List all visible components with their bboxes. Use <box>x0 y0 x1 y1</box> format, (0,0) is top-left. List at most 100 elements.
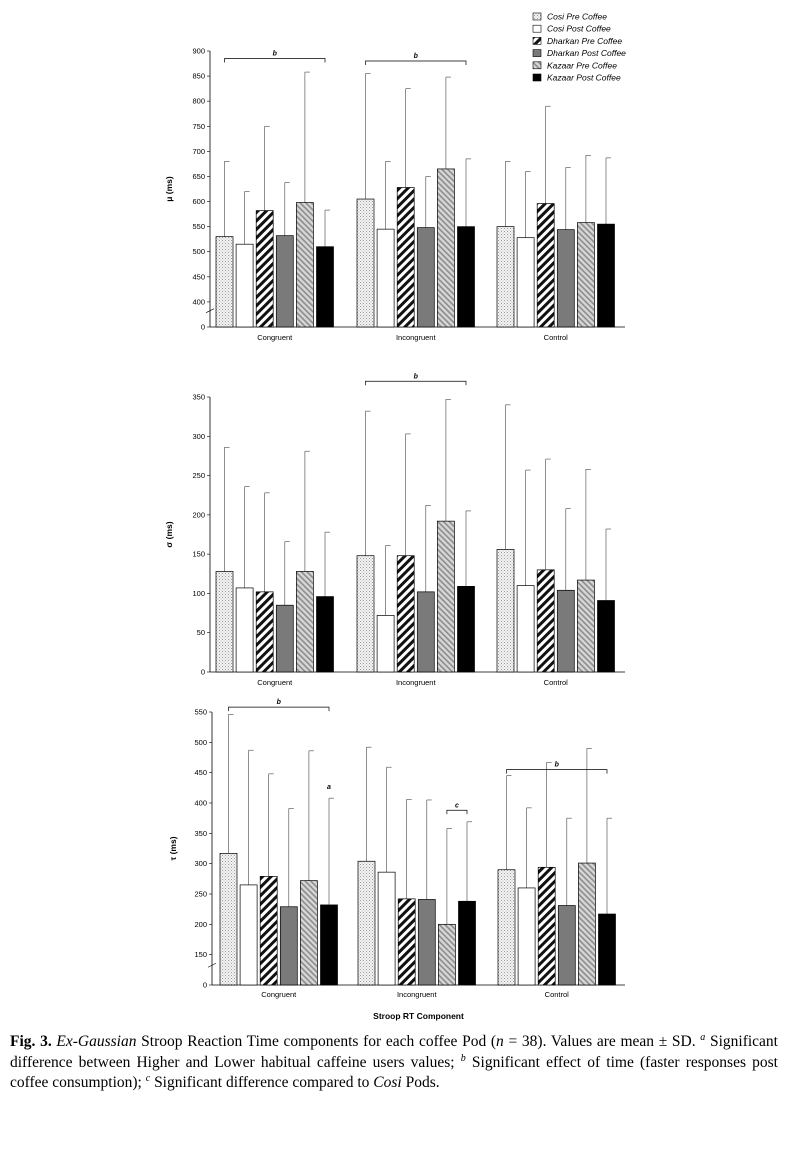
significance-bracket <box>506 769 608 774</box>
bar-incongruent-4 <box>437 520 455 673</box>
y-tick-label: 500 <box>192 247 205 256</box>
y-tick-label: 650 <box>192 172 205 181</box>
y-tick-label: 200 <box>192 510 205 519</box>
y-axis-label: τ (ms) <box>168 836 178 860</box>
caption-text-1: Stroop Reaction Time components for each… <box>136 1033 497 1050</box>
legend-swatch <box>532 37 542 45</box>
bar-control-4 <box>578 862 596 986</box>
bar-incongruent-5 <box>458 900 476 986</box>
x-tick-label: Congruent <box>257 678 293 687</box>
y-tick-label: 350 <box>192 393 205 402</box>
bar-control-3 <box>556 589 575 673</box>
bar-incongruent-5 <box>457 586 475 673</box>
bar-control-2 <box>537 866 556 986</box>
bar-congruent-5 <box>316 246 334 328</box>
bar-control-0 <box>496 549 515 673</box>
y-tick-label: 600 <box>192 197 205 206</box>
bar-incongruent-3 <box>416 591 435 673</box>
significance-bracket <box>446 809 468 815</box>
y-tick-label: 500 <box>194 738 207 747</box>
bar-congruent-1 <box>235 243 254 328</box>
y-tick-label: 450 <box>194 768 207 777</box>
bar-congruent-1 <box>239 884 258 986</box>
bar-incongruent-3 <box>416 227 435 328</box>
y-tick-label: 150 <box>194 950 207 959</box>
caption-text-4: Significant effect of time (faster respo… <box>10 1053 778 1092</box>
bar-control-3 <box>557 905 576 986</box>
bar-congruent-5 <box>316 596 334 673</box>
y-tick-label: 350 <box>194 829 207 838</box>
bar-incongruent-4 <box>437 168 455 328</box>
bar-incongruent-2 <box>397 898 416 986</box>
caption-label: Fig. 3. <box>10 1033 52 1050</box>
caption-text-6: Pods. <box>401 1074 440 1091</box>
bar-control-5 <box>597 600 615 673</box>
legend-swatch <box>532 24 542 33</box>
axis-break-mark <box>207 963 217 968</box>
y-tick-label: 300 <box>194 859 207 868</box>
y-tick-label: 850 <box>192 72 205 81</box>
bar-incongruent-1 <box>376 615 395 673</box>
y-tick-label: 400 <box>192 297 205 306</box>
y-axis-label: σ (ms) <box>164 521 174 547</box>
significance-marker: b <box>277 699 282 706</box>
stroop-figure: Cosi Pre Coffee Cosi Post Coffee Dharkan P… <box>164 12 626 1022</box>
caption-italic-n: n <box>496 1033 504 1050</box>
chart-panel-1: 0 400 450 500 550 600 650 700 750 800 850 900 μ (ms)… <box>164 47 625 342</box>
bar-congruent-0 <box>215 571 234 673</box>
significance-bracket <box>224 58 326 63</box>
bar-control-5 <box>597 223 615 328</box>
y-axis-label: μ (ms) <box>164 176 174 202</box>
legend-label: Cosi Post Coffee <box>547 24 611 34</box>
caption-text-2: = 38). Values are mean ± SD. <box>503 1033 701 1050</box>
y-tick-label: 50 <box>197 628 205 637</box>
y-tick-label: 400 <box>194 799 207 808</box>
y-tick-label: 800 <box>192 97 205 106</box>
y-tick-label: 550 <box>192 222 205 231</box>
legend-label: Kazaar Post Coffee <box>547 73 621 83</box>
bar-control-0 <box>497 869 516 986</box>
x-tick-label: Incongruent <box>396 678 437 687</box>
bar-control-2 <box>536 569 555 673</box>
chart-panel-2: 0 50 100 150 200 250 300 350 σ (ms) Congruent Inco… <box>164 373 625 687</box>
significance-marker: b <box>414 373 419 380</box>
y-tick-label: 250 <box>194 890 207 899</box>
y-tick-label: 0 <box>201 668 205 677</box>
bar-congruent-2 <box>259 876 278 986</box>
caption-sup-b: b <box>460 1052 466 1064</box>
x-tick-label: Congruent <box>261 990 297 999</box>
bar-control-1 <box>516 237 535 328</box>
bar-congruent-5 <box>320 904 338 986</box>
x-axis-label: Stroop RT Component <box>373 1011 464 1021</box>
significance-marker: c <box>455 802 459 809</box>
bar-congruent-2 <box>255 210 274 328</box>
figure-caption: Fig. 3. Ex-Gaussian Stroop Reaction Time… <box>10 1032 778 1094</box>
significance-marker: a <box>327 784 331 791</box>
legend-label: Dharkan Post Coffee <box>547 48 626 58</box>
legend-label: Cosi Pre Coffee <box>547 12 607 22</box>
legend-swatch <box>532 73 542 82</box>
bar-control-4 <box>577 222 595 328</box>
bar-control-3 <box>556 229 575 328</box>
bar-control-0 <box>496 226 515 328</box>
y-tick-label: 0 <box>203 981 207 990</box>
bar-congruent-3 <box>275 604 294 673</box>
bar-control-1 <box>516 585 535 673</box>
legend: Cosi Pre Coffee Cosi Post Coffee Dharkan P… <box>532 12 626 83</box>
bar-congruent-4 <box>296 571 314 673</box>
caption-text-5: Significant difference compared to <box>150 1074 374 1091</box>
y-tick-label: 300 <box>192 432 205 441</box>
y-tick-label: 450 <box>192 272 205 281</box>
y-tick-label: 250 <box>192 471 205 480</box>
bar-incongruent-3 <box>417 899 436 986</box>
caption-italic-cosi: Cosi <box>373 1074 402 1091</box>
y-tick-label: 200 <box>194 920 207 929</box>
significance-bracket <box>365 60 467 66</box>
bar-congruent-1 <box>235 587 254 673</box>
legend-swatch <box>532 49 542 57</box>
bar-congruent-2 <box>255 591 274 673</box>
caption-text-3: Significant difference between Higher an… <box>10 1033 778 1071</box>
y-tick-label: 100 <box>192 589 205 598</box>
bar-control-4 <box>577 579 595 673</box>
significance-marker: b <box>555 762 560 769</box>
